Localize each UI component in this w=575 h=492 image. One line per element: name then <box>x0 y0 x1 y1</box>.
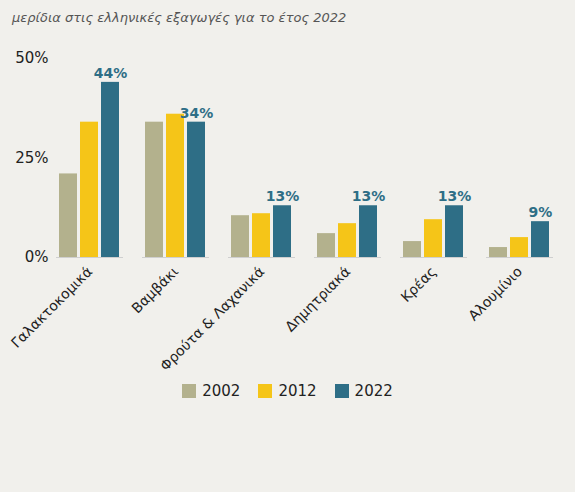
svg-text:13%: 13% <box>352 188 386 204</box>
svg-text:Κρέας: Κρέας <box>398 263 440 305</box>
svg-text:34%: 34% <box>180 105 214 121</box>
svg-text:Δημητριακά: Δημητριακά <box>282 263 353 334</box>
html-text:μερίδια στις ελληνικές εξαγωγέ: μερίδια στις ελληνικές εξαγωγές για το έ… <box>12 10 347 25</box>
svg-text:25%: 25% <box>15 149 48 167</box>
svg-text:Βαμβάκι: Βαμβάκι <box>128 263 181 316</box>
svg-text:9%: 9% <box>529 204 553 220</box>
html-text:2002: 2002 <box>202 382 241 400</box>
html-text:2012: 2012 <box>278 382 317 400</box>
svg-text:Φρούτα & Λαχανικά: Φρούτα & Λαχανικά <box>157 263 267 373</box>
html-text:2022: 2022 <box>354 382 393 400</box>
svg-text:Αλουμίνιο: Αλουμίνιο <box>465 263 525 323</box>
svg-text:50%: 50% <box>15 49 48 67</box>
svg-text:44%: 44% <box>94 65 128 81</box>
svg-text:13%: 13% <box>438 188 472 204</box>
svg-text:Γαλακτοκομικά: Γαλακτοκομικά <box>8 263 95 350</box>
svg-text:13%: 13% <box>266 188 300 204</box>
svg-text:0%: 0% <box>25 248 49 266</box>
